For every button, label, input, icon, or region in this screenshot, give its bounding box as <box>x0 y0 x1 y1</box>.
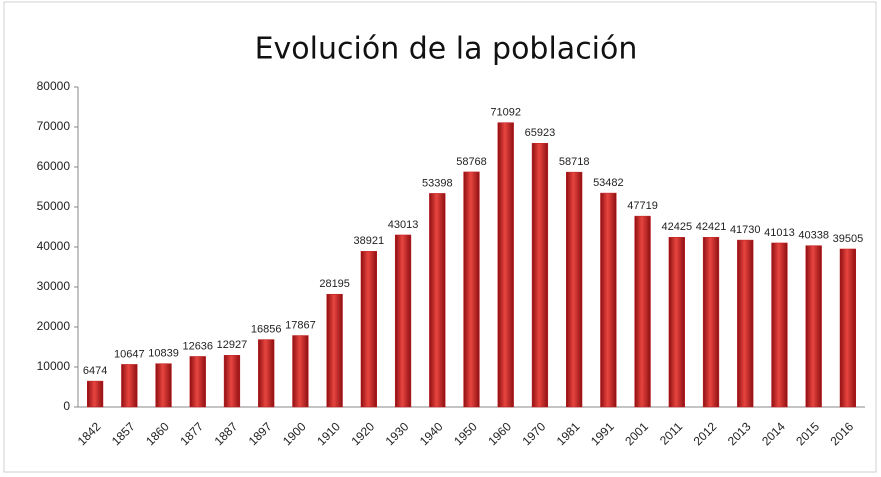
x-tick-label: 1930 <box>383 419 412 448</box>
value-label: 41013 <box>764 227 795 239</box>
bar <box>223 355 241 408</box>
bar <box>292 335 309 408</box>
value-label: 10647 <box>114 348 145 360</box>
x-tick-label: 1991 <box>588 419 617 448</box>
bar <box>189 356 206 408</box>
x-tick-label: 1910 <box>314 419 343 448</box>
bar <box>326 293 343 408</box>
y-tick-label: 60000 <box>37 159 71 173</box>
bar <box>429 193 446 408</box>
value-label: 58768 <box>456 156 487 168</box>
x-tick-label: 1877 <box>177 419 206 448</box>
y-tick-label: 80000 <box>37 79 71 93</box>
value-label: 28195 <box>319 278 350 290</box>
value-label: 58718 <box>559 156 590 168</box>
y-tick-label: 50000 <box>37 199 71 213</box>
bar <box>86 380 104 408</box>
chart-title: Evolución de la población <box>255 32 638 67</box>
x-tick-label: 1842 <box>75 419 104 448</box>
value-label: 42421 <box>696 221 727 233</box>
bar <box>634 215 651 408</box>
x-tick-label: 1950 <box>451 419 480 448</box>
bar <box>566 171 583 408</box>
x-tick-label: 1857 <box>109 419 138 448</box>
bar <box>839 248 857 408</box>
x-tick-label: 2011 <box>657 419 685 447</box>
bar <box>531 143 549 408</box>
value-label: 39505 <box>833 233 864 245</box>
bar <box>121 364 138 408</box>
y-tick-label: 10000 <box>37 359 71 373</box>
value-label: 17867 <box>285 319 316 331</box>
x-tick-label: 1900 <box>280 419 309 448</box>
bar <box>600 192 617 408</box>
value-label: 12927 <box>217 339 248 351</box>
value-label: 10839 <box>148 348 179 360</box>
value-label: 65923 <box>525 127 556 139</box>
x-tick-label: 1920 <box>348 419 377 448</box>
value-label: 53482 <box>593 177 624 189</box>
value-label: 6474 <box>83 365 107 377</box>
value-label: 43013 <box>388 219 419 231</box>
x-tick-label: 1940 <box>417 419 446 448</box>
bar <box>771 242 788 408</box>
bar <box>360 251 377 408</box>
value-label: 40338 <box>798 230 829 242</box>
x-tick-label: 2015 <box>793 419 822 448</box>
y-tick-label: 30000 <box>37 279 71 293</box>
x-tick-label: 1887 <box>212 419 241 448</box>
y-tick-label: 20000 <box>37 319 71 333</box>
x-tick-label: 1860 <box>143 419 172 448</box>
value-label: 53398 <box>422 177 453 189</box>
bar <box>805 245 822 408</box>
bar <box>702 237 720 408</box>
bar <box>497 122 514 408</box>
y-tick-label: 70000 <box>37 119 71 133</box>
value-label: 47719 <box>627 200 658 212</box>
value-label: 71092 <box>490 107 521 119</box>
value-label: 16856 <box>251 323 282 335</box>
bar <box>737 239 754 408</box>
value-label: 42425 <box>662 221 693 233</box>
bar <box>463 171 480 408</box>
x-tick-label: 1970 <box>520 419 549 448</box>
x-tick-label: 2001 <box>622 419 651 448</box>
bar <box>394 234 412 408</box>
x-tick-label: 2012 <box>691 419 720 448</box>
value-label: 12636 <box>182 340 213 352</box>
chart-frame <box>3 1 877 473</box>
bar <box>668 237 685 408</box>
y-tick-label: 0 <box>63 399 70 413</box>
y-tick-label: 40000 <box>37 239 71 253</box>
x-tick-label: 2016 <box>827 419 856 448</box>
x-tick-label: 1960 <box>485 419 514 448</box>
x-tick-label: 1981 <box>554 419 583 448</box>
x-tick-label: 2013 <box>725 419 754 448</box>
bar <box>155 363 172 408</box>
bar <box>258 339 275 408</box>
value-label: 38921 <box>354 235 385 247</box>
x-tick-label: 1897 <box>246 419 275 448</box>
value-label: 41730 <box>730 224 761 236</box>
x-tick-label: 2014 <box>759 419 788 448</box>
